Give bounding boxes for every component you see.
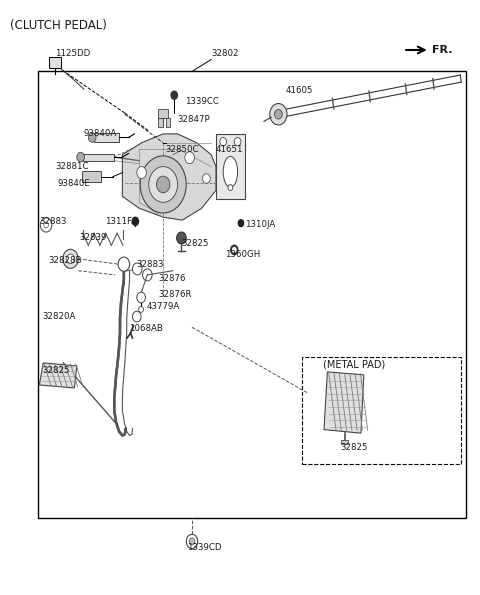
Text: 32828B: 32828B <box>48 256 82 265</box>
Text: 32883: 32883 <box>137 260 164 270</box>
Circle shape <box>185 152 194 164</box>
Text: 32825: 32825 <box>181 239 209 249</box>
Bar <box>158 109 168 118</box>
Circle shape <box>232 247 237 253</box>
Circle shape <box>275 109 282 119</box>
Circle shape <box>67 254 74 264</box>
Text: 32876: 32876 <box>158 274 186 283</box>
Circle shape <box>137 167 146 178</box>
Bar <box>341 440 348 444</box>
Bar <box>82 171 101 182</box>
Polygon shape <box>122 134 216 220</box>
Circle shape <box>63 249 78 268</box>
Circle shape <box>139 306 144 312</box>
Text: 1360GH: 1360GH <box>225 250 260 259</box>
Text: 1068AB: 1068AB <box>129 324 163 333</box>
Circle shape <box>230 245 239 255</box>
Bar <box>94 133 119 142</box>
Bar <box>158 118 163 127</box>
Bar <box>49 57 61 68</box>
Circle shape <box>40 218 52 232</box>
Text: 1125DD: 1125DD <box>55 49 90 58</box>
Polygon shape <box>324 372 364 433</box>
Circle shape <box>140 156 186 213</box>
Circle shape <box>143 269 152 281</box>
Text: (CLUTCH PEDAL): (CLUTCH PEDAL) <box>10 19 107 32</box>
Text: 93840E: 93840E <box>58 178 90 188</box>
Bar <box>216 134 245 199</box>
Bar <box>166 118 170 127</box>
Text: 32847P: 32847P <box>178 114 210 124</box>
Text: (METAL PAD): (METAL PAD) <box>323 359 385 369</box>
Text: 32802: 32802 <box>211 49 239 58</box>
Circle shape <box>137 292 145 303</box>
Text: 1310JA: 1310JA <box>245 220 275 230</box>
Circle shape <box>132 217 139 226</box>
Circle shape <box>44 222 48 228</box>
Text: 1339CC: 1339CC <box>185 96 219 106</box>
Text: 32850C: 32850C <box>166 145 199 155</box>
Circle shape <box>234 137 241 146</box>
Text: 32825: 32825 <box>341 443 368 452</box>
Text: 32883: 32883 <box>39 217 67 227</box>
Circle shape <box>170 90 178 100</box>
Bar <box>38 71 466 518</box>
Text: 41605: 41605 <box>286 86 313 95</box>
Text: 93840A: 93840A <box>84 129 117 139</box>
Circle shape <box>88 133 96 142</box>
Text: 32825: 32825 <box>42 365 70 375</box>
Circle shape <box>238 219 244 227</box>
Circle shape <box>186 534 198 549</box>
Polygon shape <box>39 363 77 388</box>
Text: 32839: 32839 <box>79 233 107 243</box>
Text: 32876R: 32876R <box>158 290 192 299</box>
Text: 41651: 41651 <box>216 145 243 155</box>
Text: FR.: FR. <box>432 45 453 55</box>
Circle shape <box>118 257 130 271</box>
Circle shape <box>270 104 287 125</box>
Circle shape <box>203 174 210 183</box>
Circle shape <box>132 263 142 275</box>
Text: 32881C: 32881C <box>55 162 89 171</box>
Bar <box>83 154 114 161</box>
Text: 1311FA: 1311FA <box>105 217 137 226</box>
Circle shape <box>228 184 233 190</box>
Circle shape <box>177 232 186 244</box>
Text: 1339CD: 1339CD <box>187 543 222 552</box>
Circle shape <box>77 152 84 162</box>
Circle shape <box>220 137 227 146</box>
Circle shape <box>189 538 195 545</box>
Text: 43779A: 43779A <box>146 302 180 311</box>
Circle shape <box>132 311 141 322</box>
Circle shape <box>156 176 170 193</box>
Ellipse shape <box>223 156 238 187</box>
Text: 32820A: 32820A <box>42 312 76 321</box>
Circle shape <box>149 167 178 202</box>
Bar <box>302 357 461 464</box>
